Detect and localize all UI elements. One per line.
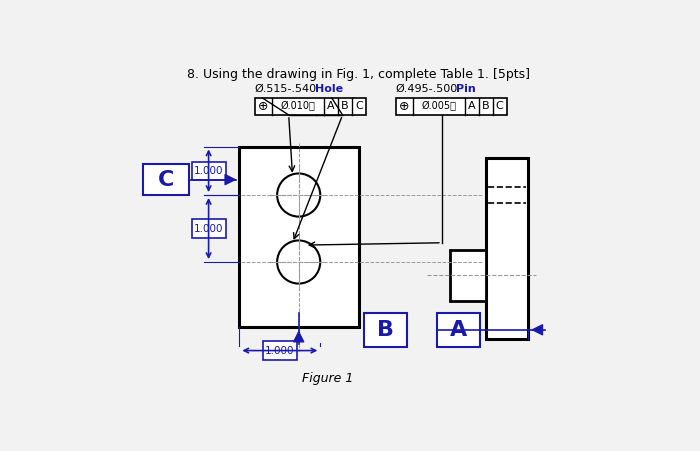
Bar (364, 313, 407, 347)
Text: Ø.010Ⓜ: Ø.010Ⓜ (281, 101, 316, 111)
Bar (144, 164, 189, 195)
Text: B: B (341, 101, 349, 111)
Bar (192, 161, 225, 180)
Bar (395, 98, 507, 115)
Text: 1.000: 1.000 (194, 166, 223, 176)
Text: 1.000: 1.000 (265, 345, 295, 355)
Text: C: C (496, 101, 503, 111)
Text: Ø.005Ⓜ: Ø.005Ⓜ (421, 101, 456, 111)
Text: Ø.515-.540: Ø.515-.540 (255, 84, 317, 94)
Text: ⊕: ⊕ (399, 100, 409, 113)
Bar (263, 341, 297, 360)
Text: B: B (377, 320, 394, 340)
Ellipse shape (277, 240, 321, 284)
Bar (239, 147, 358, 327)
Text: Hole: Hole (315, 84, 343, 94)
Text: ⊕: ⊕ (258, 100, 269, 113)
Bar (449, 250, 486, 300)
Text: C: C (355, 101, 363, 111)
Text: A: A (327, 101, 335, 111)
Text: C: C (158, 170, 174, 189)
Text: 1.000: 1.000 (194, 224, 223, 234)
Text: Pin: Pin (456, 84, 475, 94)
Bar (192, 219, 225, 238)
Ellipse shape (277, 174, 321, 216)
Text: B: B (482, 101, 489, 111)
Bar (486, 158, 528, 339)
Bar (255, 98, 365, 115)
Text: 8. Using the drawing in Fig. 1, complete Table 1. [5pts]: 8. Using the drawing in Fig. 1, complete… (188, 68, 531, 81)
Text: A: A (468, 101, 476, 111)
Text: Ø.495-.500: Ø.495-.500 (395, 84, 458, 94)
Text: Figure 1: Figure 1 (302, 372, 354, 385)
Bar (438, 313, 480, 347)
Text: A: A (450, 320, 468, 340)
